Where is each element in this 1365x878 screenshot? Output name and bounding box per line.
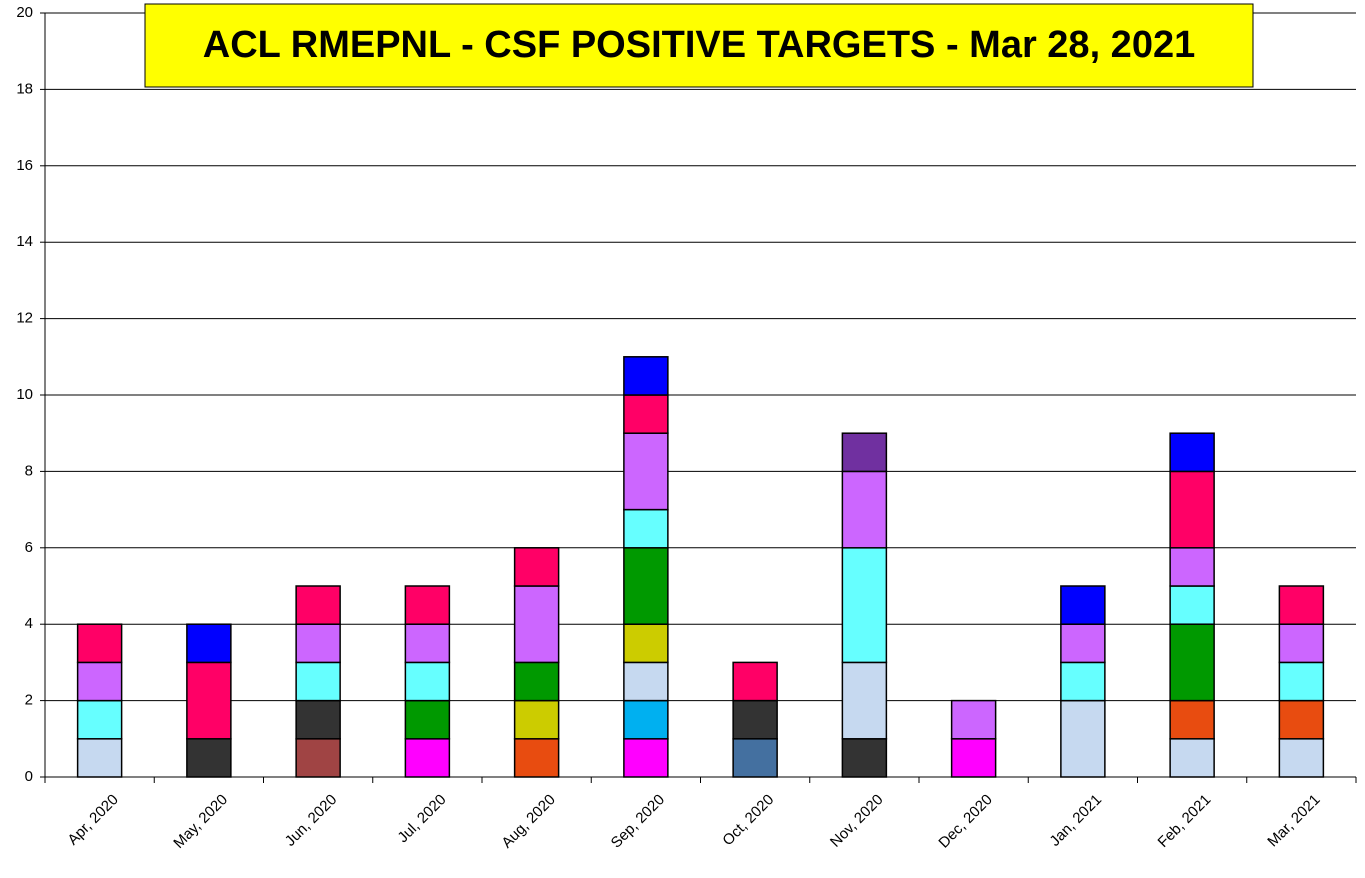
y-tick-label: 10 — [16, 386, 33, 403]
bar-segment — [623, 432, 669, 511]
title-box — [144, 3, 1254, 88]
bar-segment — [1278, 661, 1325, 702]
x-tick-label: Apr, 2020 — [64, 791, 121, 848]
x-tick-label: Nov, 2020 — [827, 791, 887, 851]
x-tick-label: Mar, 2021 — [1264, 791, 1323, 850]
x-tick-label: Sep, 2020 — [608, 791, 668, 851]
bar-segment — [1169, 470, 1215, 549]
bar-segment — [1278, 738, 1325, 778]
chart-title: ACL RMEPNL - CSF POSITIVE TARGETS - Mar … — [203, 24, 1195, 66]
bar-segment — [404, 699, 451, 740]
bar-segment — [841, 547, 888, 664]
bar-segment — [1060, 623, 1106, 664]
bar-segment — [732, 738, 778, 778]
bar-segment — [623, 661, 669, 702]
bar-segment — [841, 738, 888, 778]
bar-segment — [513, 699, 560, 740]
y-tick-label: 12 — [16, 310, 33, 327]
bar-segment — [623, 394, 669, 434]
x-tick-label: Jun, 2020 — [282, 791, 341, 850]
bar-segment — [186, 661, 232, 740]
bar-segment — [841, 470, 888, 549]
bar-segment — [623, 699, 669, 740]
bar-segment — [186, 738, 232, 778]
bar-segment — [1169, 432, 1215, 473]
bar-segment — [623, 508, 669, 549]
bar-segment — [76, 623, 123, 664]
bar-segment — [732, 661, 778, 702]
bar-segment — [732, 699, 778, 740]
bar-segment — [295, 623, 341, 664]
bar-segment — [1169, 547, 1215, 587]
bar-segment — [1060, 699, 1106, 778]
bar-segment — [295, 738, 341, 778]
bar-segment — [1169, 738, 1215, 778]
bar-segment — [623, 547, 669, 625]
bar-segment — [404, 738, 451, 778]
bar-segment — [513, 585, 560, 664]
bar-segment — [513, 661, 560, 702]
bar-segment — [841, 661, 888, 740]
bar-segment — [623, 356, 669, 396]
x-tick-label: Aug, 2020 — [498, 791, 558, 851]
x-tick-label: May, 2020 — [170, 791, 231, 852]
bar-segment — [623, 738, 669, 778]
y-tick-label: 6 — [25, 539, 33, 556]
bar-segment — [76, 738, 123, 778]
y-tick-label: 16 — [16, 157, 33, 174]
bar-segment — [295, 585, 341, 625]
bar-segment — [295, 699, 341, 740]
bar-segment — [1169, 699, 1215, 740]
x-tick-label: Feb, 2021 — [1155, 791, 1215, 851]
bar-segment — [1278, 623, 1325, 664]
bar-segment — [76, 661, 123, 702]
bar-segment — [950, 738, 997, 778]
bar-segment — [1060, 585, 1106, 625]
y-tick-label: 14 — [16, 233, 33, 250]
bar-segment — [404, 661, 451, 702]
bar-segment — [76, 699, 123, 740]
y-tick-label: 18 — [16, 80, 33, 97]
x-tick-label: Dec, 2020 — [935, 791, 995, 851]
bar-segment — [404, 623, 451, 664]
bar-segment — [295, 661, 341, 702]
y-tick-label: 20 — [16, 4, 33, 21]
bar-segment — [841, 432, 888, 473]
bar-segment — [1169, 623, 1215, 702]
x-tick-label: Jan, 2021 — [1046, 791, 1105, 850]
y-tick-label: 0 — [25, 768, 33, 785]
bar-segment — [623, 623, 669, 664]
bar-segment — [186, 623, 232, 664]
bar-segment — [404, 585, 451, 625]
bar-segment — [1278, 699, 1325, 740]
y-tick-label: 2 — [25, 692, 33, 709]
bar-segment — [513, 738, 560, 778]
bar-segment — [1169, 585, 1215, 625]
x-tick-label: Oct, 2020 — [719, 791, 777, 849]
bar-segment — [513, 547, 560, 587]
y-tick-label: 8 — [25, 462, 33, 479]
y-tick-label: 4 — [25, 615, 33, 632]
plot-area: 0 2 4 6 8 10 12 14 16 18 20 Apr, 2020 May, 2020 Jun, … — [16, 4, 1357, 852]
x-tick-label: Jul, 2020 — [394, 791, 449, 846]
bar-segment — [1060, 661, 1106, 702]
bar-segment — [1278, 585, 1325, 625]
bar-segment — [950, 699, 997, 740]
